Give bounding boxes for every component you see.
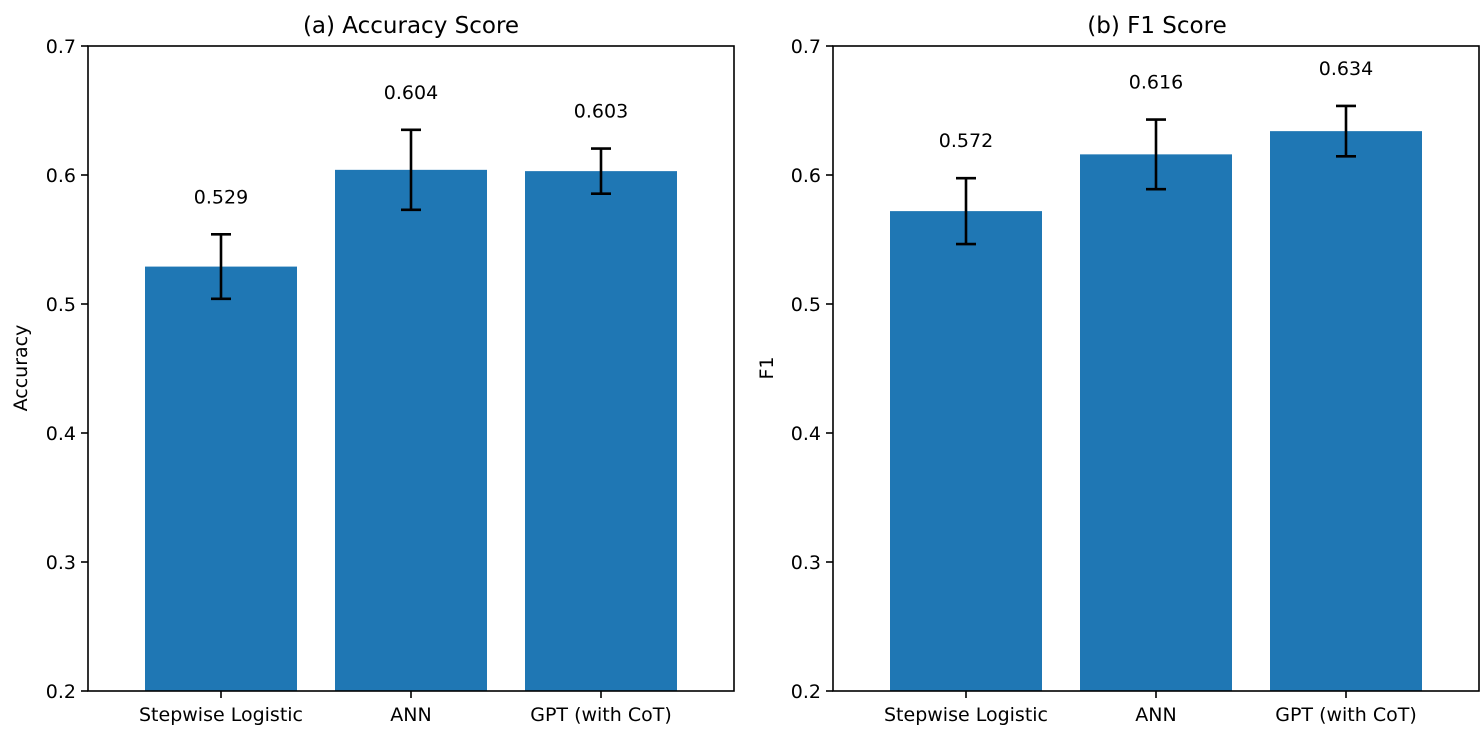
bar-1 bbox=[335, 169, 487, 692]
y-tick-label-1: 0.3 bbox=[791, 552, 821, 574]
data-label-2: 0.603 bbox=[574, 101, 628, 123]
bar-0 bbox=[890, 211, 1042, 691]
y-ticks-group: 0.2 0.3 0.4 0.5 0.6 0.7 bbox=[791, 36, 833, 703]
chart-title: (a) Accuracy Score bbox=[303, 13, 519, 39]
bars-group bbox=[890, 131, 1422, 692]
y-axis-label: F1 bbox=[756, 356, 778, 379]
data-label-0: 0.529 bbox=[194, 186, 248, 208]
x-ticks-group: Stepwise Logistic ANN GPT (with CoT) bbox=[139, 691, 672, 726]
y-tick-label-0: 0.2 bbox=[791, 681, 821, 703]
y-ticks-group: 0.2 0.3 0.4 0.5 0.6 0.7 bbox=[46, 36, 88, 703]
y-tick-label-1: 0.3 bbox=[46, 552, 76, 574]
data-labels-group: 0.572 0.616 0.634 bbox=[939, 58, 1373, 152]
bar-0 bbox=[145, 266, 297, 691]
x-ticks-group: Stepwise Logistic ANN GPT (with CoT) bbox=[884, 691, 1417, 726]
y-tick-label-4: 0.6 bbox=[791, 165, 821, 187]
y-tick-label-2: 0.4 bbox=[46, 423, 76, 445]
error-bar-0 bbox=[956, 176, 976, 246]
data-labels-group: 0.529 0.604 0.603 bbox=[194, 82, 628, 208]
error-bar-2 bbox=[591, 147, 611, 196]
y-axis-label: Accuracy bbox=[10, 325, 32, 412]
error-bar-1 bbox=[1146, 118, 1166, 191]
x-tick-label-2: GPT (with CoT) bbox=[1275, 704, 1417, 726]
x-tick-label-2: GPT (with CoT) bbox=[530, 704, 672, 726]
bar-2 bbox=[1270, 131, 1422, 691]
error-bar-1 bbox=[401, 128, 421, 212]
data-label-1: 0.604 bbox=[384, 82, 438, 104]
error-bar-0 bbox=[211, 233, 231, 301]
data-label-2: 0.634 bbox=[1319, 58, 1373, 80]
bar-1 bbox=[1080, 154, 1232, 692]
y-tick-label-2: 0.4 bbox=[791, 423, 821, 445]
error-bar-2 bbox=[1336, 104, 1356, 158]
x-tick-label-0: Stepwise Logistic bbox=[139, 704, 303, 726]
y-tick-label-5: 0.7 bbox=[46, 36, 76, 58]
bar-2 bbox=[525, 171, 677, 691]
error-bars-group bbox=[956, 104, 1356, 246]
x-tick-label-0: Stepwise Logistic bbox=[884, 704, 1048, 726]
data-label-1: 0.616 bbox=[1129, 72, 1183, 94]
chart-title: (b) F1 Score bbox=[1087, 13, 1226, 39]
y-tick-label-5: 0.7 bbox=[791, 36, 821, 58]
x-tick-label-1: ANN bbox=[390, 704, 431, 726]
y-tick-label-4: 0.6 bbox=[46, 165, 76, 187]
accuracy-chart-panel: (a) Accuracy Score Accuracy 0.5290.6040.… bbox=[10, 13, 735, 726]
y-tick-label-0: 0.2 bbox=[46, 681, 76, 703]
y-tick-label-3: 0.5 bbox=[46, 294, 76, 316]
x-tick-label-1: ANN bbox=[1135, 704, 1176, 726]
data-label-0: 0.572 bbox=[939, 130, 993, 152]
error-bars-group bbox=[211, 128, 611, 301]
y-tick-label-3: 0.5 bbox=[791, 294, 821, 316]
bars-group bbox=[145, 169, 677, 692]
